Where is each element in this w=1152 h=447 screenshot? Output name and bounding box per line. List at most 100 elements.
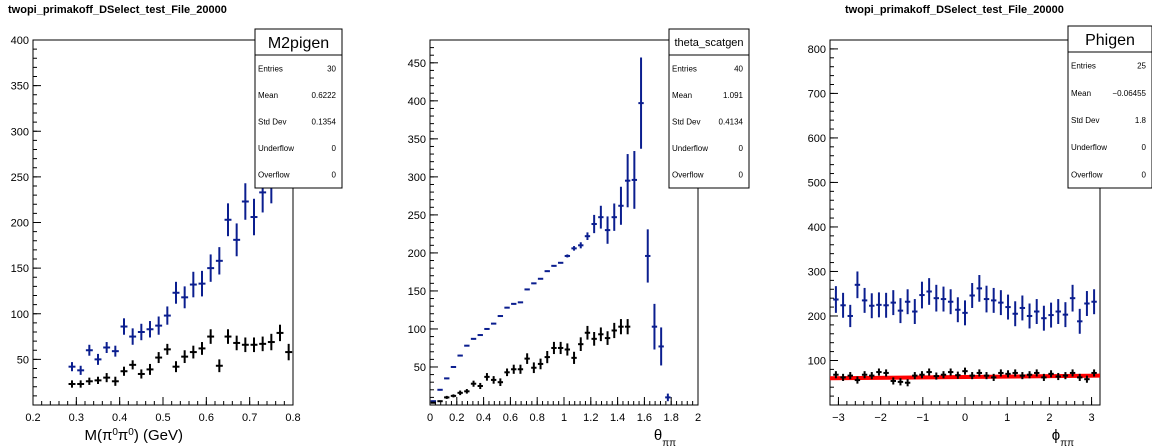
data-point-blue xyxy=(564,254,571,258)
data-point-black xyxy=(840,373,846,381)
data-point-blue xyxy=(557,261,564,264)
data-point-black xyxy=(976,369,983,377)
data-point-blue xyxy=(103,342,111,353)
data-point-blue xyxy=(876,292,882,318)
x-axis-label-part: θ xyxy=(654,427,662,444)
stats-row-label: Overflow xyxy=(672,171,704,180)
stats-box-frame xyxy=(1067,25,1152,189)
data-point-blue xyxy=(645,229,651,283)
data-point-blue xyxy=(955,297,961,323)
data-point-black xyxy=(591,332,597,346)
plot-frame xyxy=(829,39,1101,406)
data-point-black xyxy=(215,359,223,373)
data-point-black xyxy=(962,367,968,375)
x-tick-label: 0 xyxy=(962,412,968,424)
data-point-black xyxy=(267,333,275,351)
data-point-blue xyxy=(198,270,206,297)
data-point-blue xyxy=(77,365,85,375)
data-point-black xyxy=(1055,372,1061,381)
data-point-blue xyxy=(511,302,517,305)
x-axis-label-part: ππ xyxy=(662,438,676,447)
data-point-blue xyxy=(1012,301,1018,327)
stats-row-value: 0 xyxy=(332,144,337,153)
data-point-blue xyxy=(962,300,968,326)
data-point-blue xyxy=(551,264,557,267)
data-point-black xyxy=(551,341,557,355)
y-tick-label: 300 xyxy=(408,172,426,184)
stats-row-label: Mean xyxy=(1071,89,1091,98)
data-point-blue xyxy=(1005,294,1011,320)
data-point-blue xyxy=(983,285,990,313)
data-point-blue xyxy=(611,203,617,231)
data-point-black xyxy=(571,351,577,364)
data-point-black xyxy=(517,364,524,374)
data-point-black xyxy=(904,379,911,387)
data-point-black xyxy=(1048,370,1054,378)
data-point-blue xyxy=(163,306,171,325)
data-point-black xyxy=(285,343,293,361)
y-tick-label: 200 xyxy=(408,248,426,260)
data-point-black xyxy=(181,350,189,364)
y-tick-label: 100 xyxy=(408,324,426,336)
data-point-black xyxy=(1019,372,1026,380)
x-tick-label: 1.2 xyxy=(583,412,598,424)
data-point-blue xyxy=(890,290,896,316)
data-point-black xyxy=(172,361,180,373)
x-axis-label: ϕππ xyxy=(1052,427,1074,447)
y-tick-label: 300 xyxy=(11,126,29,138)
x-tick-label: 0.8 xyxy=(285,412,300,424)
data-point-blue xyxy=(172,281,180,304)
data-point-black xyxy=(1077,373,1083,381)
data-point-blue xyxy=(233,223,241,257)
x-axis-label-part: π xyxy=(118,427,128,444)
data-point-black xyxy=(947,368,954,376)
x-tick-label: −1 xyxy=(917,412,930,424)
data-point-blue xyxy=(840,292,846,318)
data-point-blue xyxy=(571,246,577,251)
x-axis-label-part: 0 xyxy=(128,427,134,438)
x-tick-label: 0.6 xyxy=(199,412,214,424)
data-point-black xyxy=(163,343,171,355)
x-tick-label: 1.8 xyxy=(664,412,679,424)
x-tick-label: 1 xyxy=(1004,412,1010,424)
data-point-black xyxy=(250,337,258,353)
data-point-blue xyxy=(847,304,853,328)
data-point-blue xyxy=(1084,291,1090,316)
stats-box: theta_scatgen Entries 40 Mean 1.091 Std Dev 0.… xyxy=(668,28,750,189)
data-point-blue xyxy=(137,323,145,341)
data-point-black xyxy=(464,389,470,394)
stats-row-label: Mean xyxy=(672,91,692,100)
data-point-black xyxy=(129,360,137,370)
stats-row-label: Std Dev xyxy=(672,118,700,127)
data-point-blue xyxy=(544,270,550,273)
data-point-black xyxy=(497,378,504,386)
data-point-blue xyxy=(484,327,490,330)
stats-box: M2pigen Entries 30 Mean 0.6222 Std Dev 0.1354 U… xyxy=(254,28,343,189)
y-tick-label: 200 xyxy=(11,218,29,230)
data-point-black xyxy=(490,376,497,384)
data-point-blue xyxy=(926,278,932,305)
data-point-blue xyxy=(651,303,658,350)
data-point-black xyxy=(998,369,1004,377)
data-point-black xyxy=(955,371,961,379)
stats-box-frame xyxy=(668,28,750,189)
x-tick-label: 0.6 xyxy=(503,412,518,424)
data-point-black xyxy=(869,372,875,380)
data-point-black xyxy=(598,327,604,342)
x-tick-label: 1.6 xyxy=(637,412,652,424)
data-point-black xyxy=(833,371,839,379)
data-point-black xyxy=(890,377,896,385)
data-point-blue xyxy=(450,365,457,368)
stats-row-value: 40 xyxy=(734,64,743,73)
stats-row-value: 0.4134 xyxy=(719,118,744,127)
data-point-blue xyxy=(524,288,530,291)
y-tick-label: 450 xyxy=(408,58,426,70)
stats-box-title: theta_scatgen xyxy=(674,37,743,49)
stats-row-value: 0 xyxy=(332,171,337,180)
data-point-black xyxy=(189,345,197,359)
data-point-black xyxy=(854,376,861,384)
histogram-panel-3: twopi_primakoff_DSelect_test_File_20000 −… xyxy=(808,4,1152,447)
data-point-black xyxy=(85,377,93,385)
data-point-black xyxy=(504,368,510,377)
data-point-blue xyxy=(207,254,215,282)
